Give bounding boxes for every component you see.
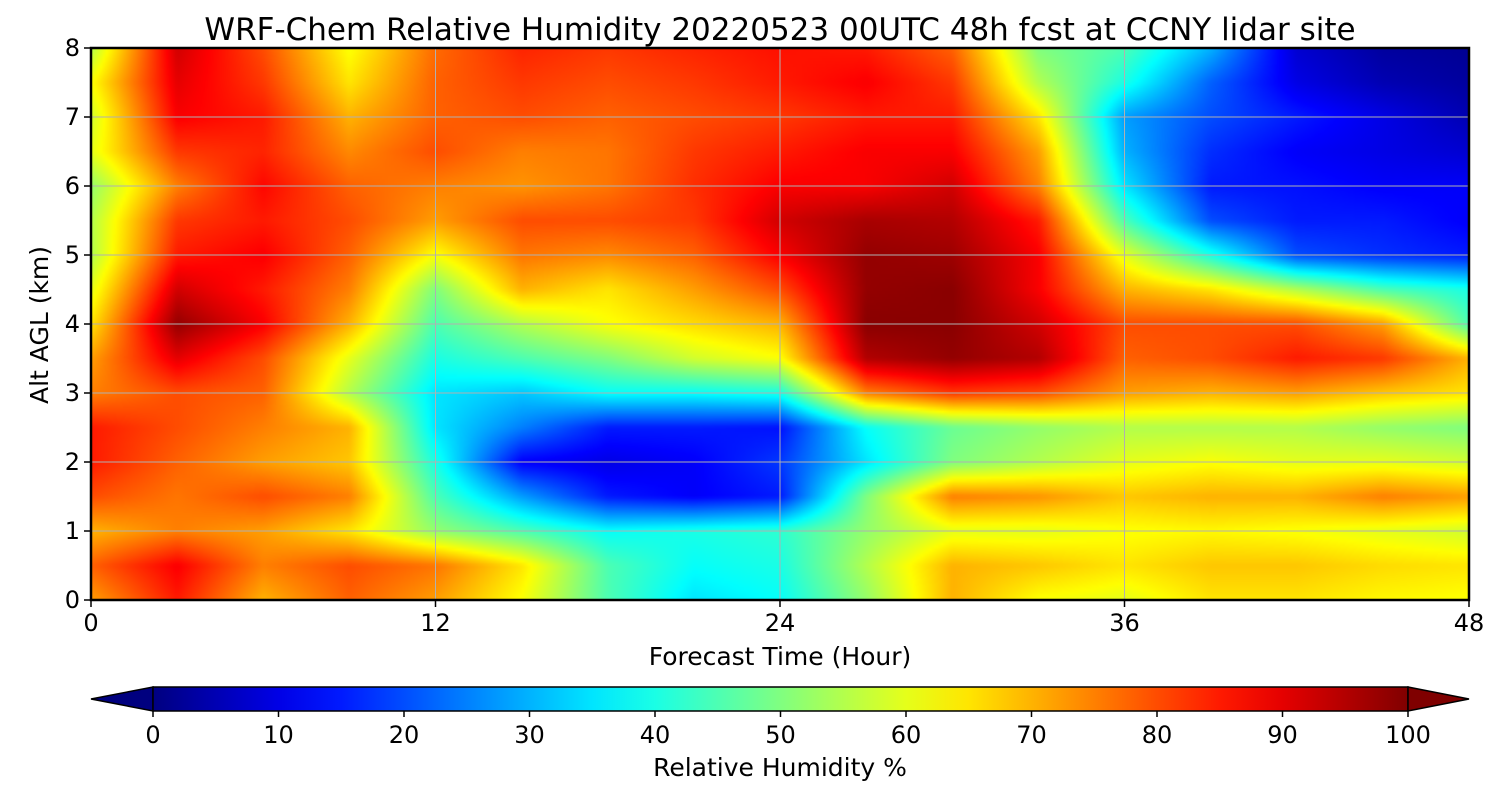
colorbar-label: Relative Humidity % xyxy=(653,753,907,782)
y-tick-label: 7 xyxy=(65,103,80,131)
colorbar-tick-label: 80 xyxy=(1142,721,1173,749)
x-tick-label: 12 xyxy=(420,609,451,637)
y-tick-label: 2 xyxy=(65,448,80,476)
colorbar-tick-label: 10 xyxy=(263,721,294,749)
x-tick-label: 0 xyxy=(83,609,98,637)
y-tick-label: 6 xyxy=(65,172,80,200)
colorbar-tick-label: 60 xyxy=(891,721,922,749)
chart-title: WRF-Chem Relative Humidity 20220523 00UT… xyxy=(204,12,1355,48)
y-tick-label: 0 xyxy=(65,586,80,614)
colorbar-tick-label: 30 xyxy=(514,721,545,749)
colorbar-over-arrow xyxy=(1407,686,1470,712)
colorbar-tick-label: 70 xyxy=(1016,721,1047,749)
colorbar-tick-label: 20 xyxy=(389,721,420,749)
colorbar-tick-label: 90 xyxy=(1267,721,1298,749)
x-axis: 0 12 24 36 48 xyxy=(83,600,1484,637)
y-tick-label: 5 xyxy=(65,241,80,269)
y-tick-label: 1 xyxy=(65,517,80,545)
colorbar-tick-label: 50 xyxy=(765,721,796,749)
y-axis: 0 1 2 3 4 5 6 7 8 xyxy=(65,34,91,614)
y-tick-label: 8 xyxy=(65,34,80,62)
colorbar-ticks: 0 10 20 30 40 50 60 70 80 90 100 xyxy=(145,711,1431,749)
y-tick-label: 4 xyxy=(65,310,80,338)
x-tick-label: 24 xyxy=(765,609,796,637)
y-axis-label: Alt AGL (km) xyxy=(25,246,54,404)
colorbar-tick-label: 0 xyxy=(145,721,160,749)
x-tick-label: 36 xyxy=(1109,609,1140,637)
colorbar-body xyxy=(152,686,1409,712)
colorbar-under-arrow xyxy=(90,686,154,712)
colorbar: 0 10 20 30 40 50 60 70 80 90 100 xyxy=(90,686,1470,749)
colorbar-tick-label: 100 xyxy=(1385,721,1431,749)
colorbar-tick-label: 40 xyxy=(640,721,671,749)
x-tick-label: 48 xyxy=(1454,609,1485,637)
x-axis-label: Forecast Time (Hour) xyxy=(649,642,912,671)
y-tick-label: 3 xyxy=(65,379,80,407)
